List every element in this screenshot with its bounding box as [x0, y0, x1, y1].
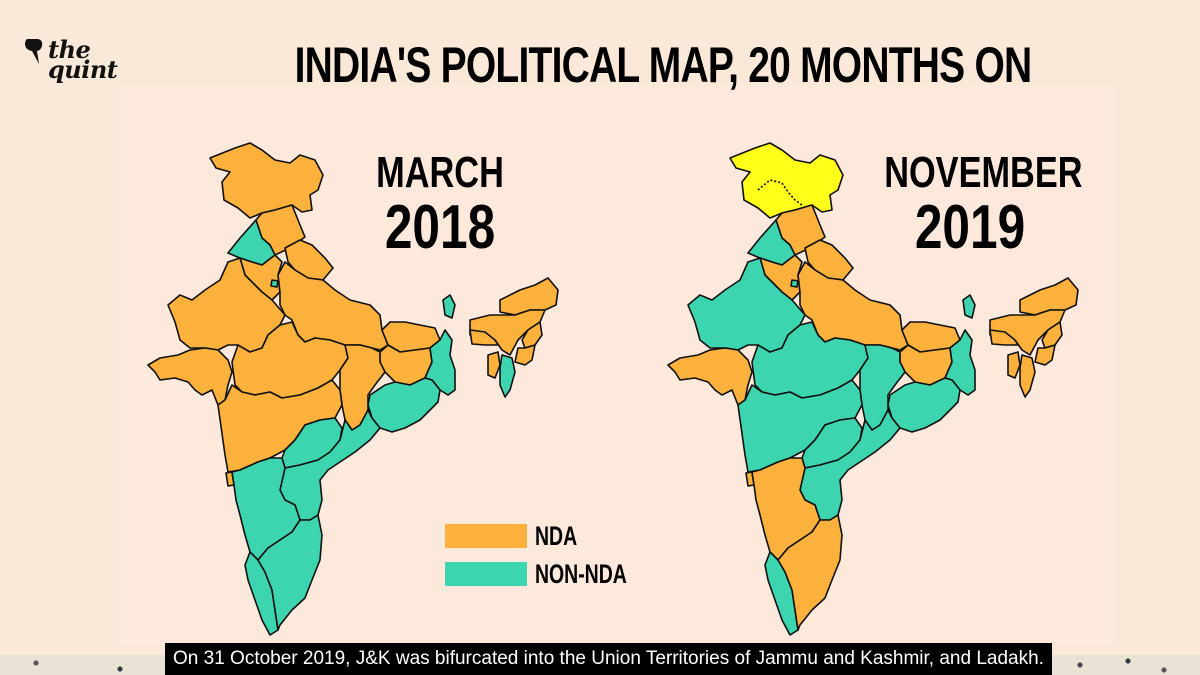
state-andhra-pradesh	[279, 409, 381, 521]
period-month: NOVEMBER	[884, 148, 1083, 197]
state-arunachal	[1019, 277, 1079, 316]
legend-label: NON-NDA	[535, 558, 627, 589]
state-sikkim	[442, 294, 456, 319]
state-mizoram	[1019, 354, 1036, 398]
the-quint-logo: the quint	[24, 32, 124, 92]
state-gujarat	[147, 347, 233, 406]
state-andhra-pradesh	[799, 409, 901, 521]
period-year: 2019	[914, 193, 1026, 262]
speech-bubble-icon	[25, 39, 43, 64]
period-month: MARCH	[376, 148, 504, 197]
state-manipur	[514, 344, 536, 366]
period-year: 2018	[384, 193, 496, 262]
state-meghalaya	[469, 329, 499, 346]
state-tripura	[1007, 351, 1021, 379]
page-title: INDIA'S POLITICAL MAP, 20 MONTHS ON	[294, 37, 1033, 93]
logo-word-quint: quint	[48, 55, 118, 84]
state-manipur	[1034, 344, 1056, 366]
period-label-right: NOVEMBER 2019	[860, 148, 1083, 262]
state-mizoram	[499, 354, 516, 398]
state-sikkim	[962, 294, 976, 319]
legend: NDA NON-NDA	[445, 517, 663, 593]
ut-boundary-line	[757, 179, 803, 206]
map-march-2018	[147, 142, 559, 636]
state-uttarakhand	[284, 239, 334, 281]
state-odisha	[367, 377, 441, 433]
legend-item-nda: NDA	[445, 517, 663, 555]
legend-item-non-nda: NON-NDA	[445, 555, 663, 593]
state-tamil-nadu	[257, 514, 323, 631]
state-tripura	[487, 351, 501, 379]
state-tamil-nadu	[777, 514, 843, 631]
state-gujarat	[667, 347, 753, 406]
state-jammu-kashmir	[729, 142, 844, 219]
logo-word-the: the	[48, 35, 91, 64]
state-meghalaya	[989, 329, 1019, 346]
state-karnataka	[231, 457, 301, 561]
state-jammu-kashmir	[209, 142, 324, 219]
period-label-left: MARCH 2018	[330, 150, 550, 260]
state-delhi	[270, 279, 279, 288]
map-november-2019	[667, 142, 1079, 636]
legend-label: NDA	[535, 520, 578, 551]
state-uttarakhand	[804, 239, 854, 281]
state-karnataka	[751, 457, 821, 561]
legend-swatch-non-nda	[445, 562, 527, 586]
video-caption: On 31 October 2019, J&K was bifurcated i…	[165, 643, 1052, 675]
state-delhi	[790, 279, 799, 288]
state-odisha	[887, 377, 961, 433]
state-arunachal	[499, 277, 559, 316]
legend-swatch-nda	[445, 524, 527, 548]
